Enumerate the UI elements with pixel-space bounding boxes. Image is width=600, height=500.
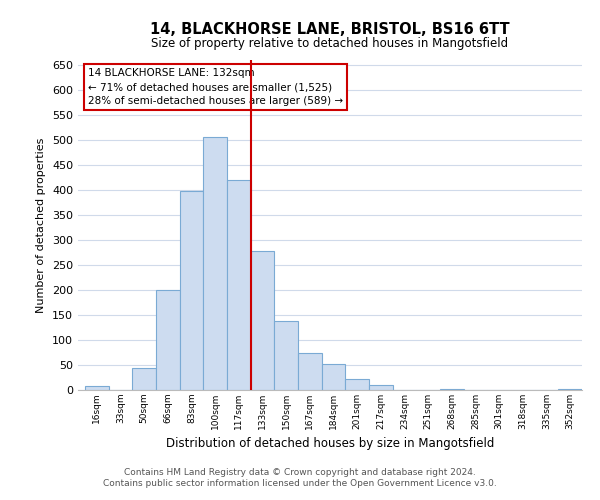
Bar xyxy=(346,379,369,390)
Bar xyxy=(369,385,393,390)
Y-axis label: Number of detached properties: Number of detached properties xyxy=(37,138,46,312)
Text: 14 BLACKHORSE LANE: 132sqm
← 71% of detached houses are smaller (1,525)
28% of s: 14 BLACKHORSE LANE: 132sqm ← 71% of deta… xyxy=(88,68,343,106)
Text: Size of property relative to detached houses in Mangotsfield: Size of property relative to detached ho… xyxy=(151,38,509,51)
Bar xyxy=(180,191,203,390)
Bar xyxy=(440,389,464,390)
Bar xyxy=(298,352,322,390)
Text: Contains HM Land Registry data © Crown copyright and database right 2024.
Contai: Contains HM Land Registry data © Crown c… xyxy=(103,468,497,487)
Bar xyxy=(85,386,109,390)
Text: 14, BLACKHORSE LANE, BRISTOL, BS16 6TT: 14, BLACKHORSE LANE, BRISTOL, BS16 6TT xyxy=(150,22,510,38)
Bar xyxy=(133,368,156,390)
Bar xyxy=(274,321,298,390)
Bar xyxy=(322,364,346,390)
Bar xyxy=(227,180,251,390)
Bar xyxy=(559,389,582,390)
Bar xyxy=(251,251,274,390)
Bar xyxy=(156,290,180,390)
Bar xyxy=(203,136,227,390)
X-axis label: Distribution of detached houses by size in Mangotsfield: Distribution of detached houses by size … xyxy=(166,438,494,450)
